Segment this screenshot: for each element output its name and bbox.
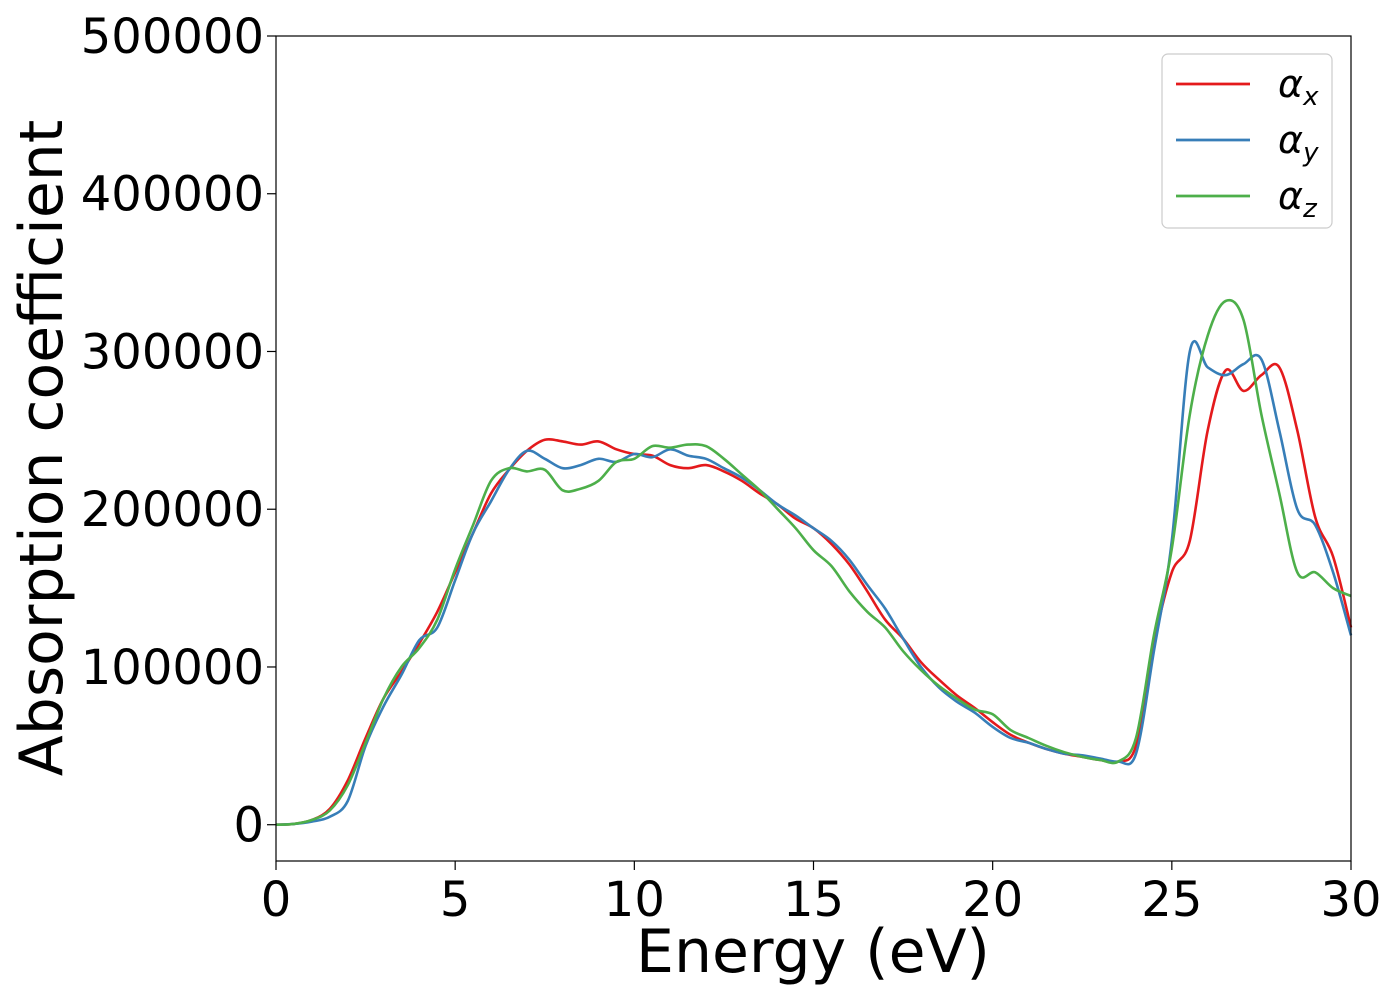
legend-symbol: α bbox=[1278, 174, 1303, 218]
legend-symbol: α bbox=[1278, 62, 1303, 106]
x-tick-label: 30 bbox=[1320, 872, 1381, 928]
x-axis: 0 5 10 15 20 25 30 bbox=[261, 861, 1382, 928]
legend-symbol: α bbox=[1278, 118, 1303, 162]
legend-subscript: y bbox=[1302, 138, 1319, 168]
y-tick-label: 200000 bbox=[81, 482, 264, 538]
y-axis-title: Absorption coefficient bbox=[7, 120, 77, 777]
x-tick-label: 25 bbox=[1141, 872, 1202, 928]
x-tick-label: 15 bbox=[783, 872, 844, 928]
x-tick-label: 10 bbox=[604, 872, 665, 928]
x-axis-title: Energy (eV) bbox=[636, 917, 990, 987]
x-tick-label: 5 bbox=[440, 872, 471, 928]
series-line-alpha-z bbox=[275, 298, 1352, 826]
x-tick-label: 0 bbox=[261, 872, 292, 928]
legend-label-alpha-y: αy bbox=[1278, 118, 1319, 168]
legend-subscript: x bbox=[1302, 82, 1319, 112]
y-tick-label: 0 bbox=[233, 798, 264, 854]
x-tick-label: 20 bbox=[962, 872, 1023, 928]
series-line-alpha-y bbox=[275, 340, 1353, 826]
series-layer bbox=[275, 298, 1353, 826]
legend-label-alpha-x: αx bbox=[1278, 62, 1319, 112]
y-tick-label: 100000 bbox=[81, 640, 264, 696]
y-tick-label: 400000 bbox=[81, 167, 264, 223]
y-tick-label: 500000 bbox=[81, 9, 264, 65]
y-axis: 0 100000 200000 300000 400000 500000 bbox=[81, 9, 276, 854]
y-tick-label: 300000 bbox=[81, 324, 264, 380]
legend-label-alpha-z: αz bbox=[1278, 174, 1318, 224]
legend-subscript: z bbox=[1302, 194, 1318, 224]
series-line-alpha-x bbox=[275, 362, 1353, 826]
